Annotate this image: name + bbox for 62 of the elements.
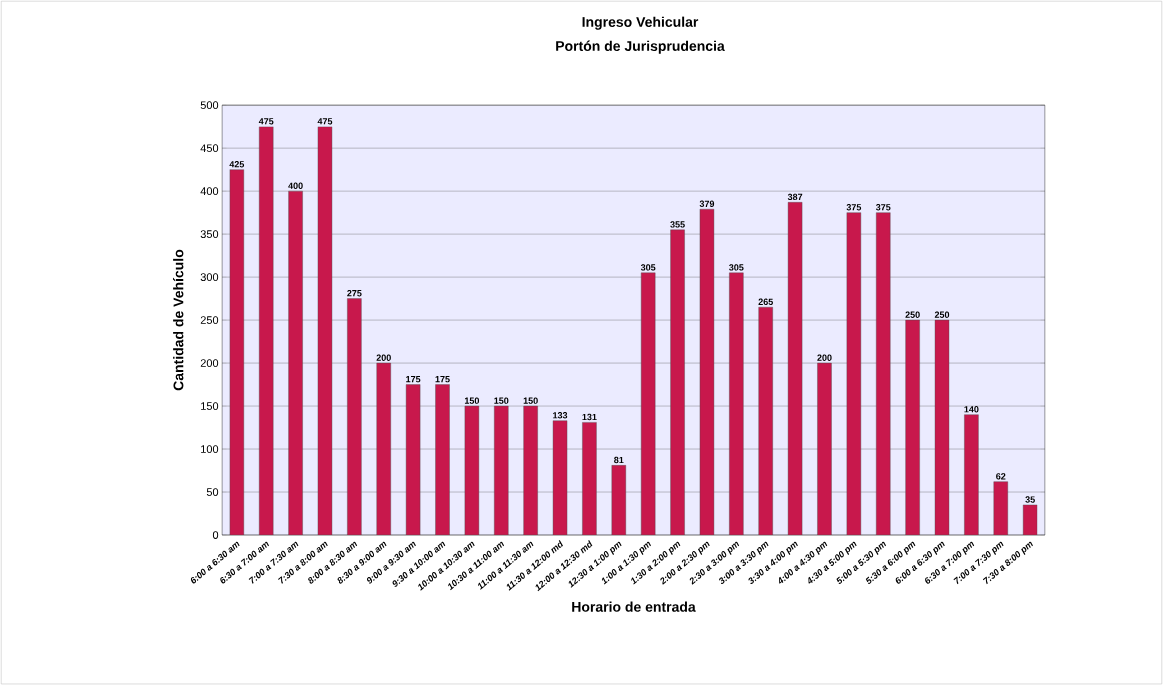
data-label: 200 (376, 354, 391, 361)
bar (347, 298, 362, 535)
bar (611, 465, 626, 535)
bar (729, 272, 744, 535)
data-label: 250 (934, 311, 950, 318)
y-tick-label: 350 (200, 230, 219, 238)
bar (229, 169, 245, 535)
y-tick-label: 250 (200, 316, 219, 324)
bar (993, 481, 1008, 535)
data-label: 265 (758, 298, 773, 305)
bar (640, 272, 656, 535)
bar (758, 306, 773, 535)
chart-subtitle: Portón de Jurisprudencia (556, 40, 725, 54)
data-label: 355 (670, 221, 685, 228)
data-label: 379 (699, 200, 715, 207)
y-tick-label: 50 (206, 488, 219, 496)
bar (817, 362, 832, 535)
data-label: 175 (435, 376, 450, 383)
y-tick-label: 450 (200, 144, 219, 152)
data-label: 62 (996, 473, 1006, 480)
y-tick-label: 300 (200, 273, 219, 281)
bar (494, 405, 509, 535)
y-tick-label: 500 (200, 101, 219, 109)
data-label: 81 (614, 456, 624, 464)
bar (905, 319, 920, 535)
data-label: 425 (229, 160, 245, 168)
data-label: 35 (1025, 496, 1035, 503)
data-label: 305 (729, 264, 744, 271)
data-label: 387 (787, 193, 803, 201)
bar (259, 126, 274, 535)
data-label: 475 (258, 118, 274, 125)
data-label: 400 (288, 182, 303, 189)
bar (435, 384, 450, 535)
y-tick-label: 100 (201, 445, 219, 453)
y-axis-title: Cantidad de Vehículo (172, 249, 184, 391)
data-label: 305 (640, 264, 656, 271)
data-label: 200 (817, 354, 832, 361)
x-axis-title: Horario de entrada (572, 601, 696, 612)
y-tick-label: 400 (200, 187, 219, 195)
bar (876, 212, 891, 535)
data-label: 133 (553, 412, 568, 419)
bar (523, 405, 538, 535)
chart-title: Ingreso Vehicular (582, 16, 699, 30)
bar (376, 362, 391, 535)
bar (964, 414, 979, 535)
data-label: 275 (347, 289, 362, 297)
data-label: 131 (582, 413, 597, 421)
data-label: 150 (464, 397, 480, 404)
bar (582, 422, 597, 535)
data-label: 140 (964, 406, 979, 413)
y-tick-label: 150 (201, 402, 219, 410)
y-tick-label: 0 (212, 531, 219, 539)
data-label: 250 (905, 311, 920, 318)
data-label: 175 (406, 376, 421, 383)
data-label: 375 (875, 203, 891, 211)
bar (670, 229, 685, 535)
bar (288, 190, 303, 535)
data-label: 150 (494, 397, 509, 404)
y-tick-label: 200 (200, 359, 219, 367)
data-label: 150 (523, 397, 538, 404)
data-label: 475 (317, 118, 333, 125)
data-label: 375 (846, 203, 862, 211)
